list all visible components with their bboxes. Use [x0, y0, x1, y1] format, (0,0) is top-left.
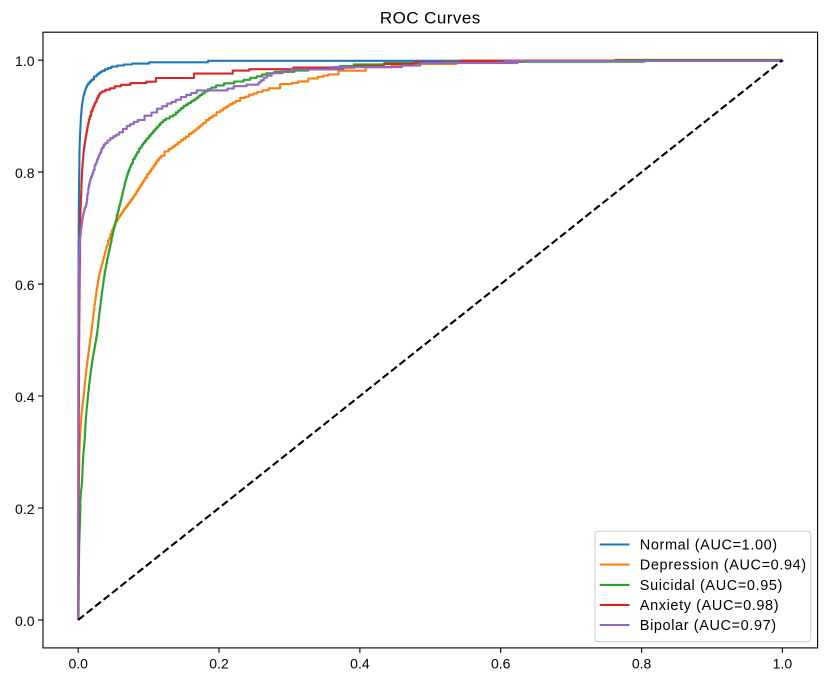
svg-text:0.6: 0.6 — [491, 656, 511, 672]
svg-text:Anxiety (AUC=0.98): Anxiety (AUC=0.98) — [640, 598, 779, 614]
svg-text:0.4: 0.4 — [350, 656, 370, 672]
svg-text:0.6: 0.6 — [15, 277, 35, 293]
svg-text:1.0: 1.0 — [773, 656, 793, 672]
svg-text:Depression (AUC=0.94): Depression (AUC=0.94) — [640, 558, 807, 574]
svg-text:0.8: 0.8 — [632, 656, 652, 672]
svg-text:0.2: 0.2 — [15, 501, 35, 517]
svg-text:ROC Curves: ROC Curves — [380, 9, 481, 28]
svg-text:1.0: 1.0 — [15, 53, 35, 69]
svg-text:0.2: 0.2 — [209, 656, 229, 672]
svg-text:0.8: 0.8 — [15, 165, 35, 181]
svg-text:0.4: 0.4 — [15, 389, 35, 405]
svg-text:Suicidal (AUC=0.95): Suicidal (AUC=0.95) — [640, 578, 783, 594]
svg-text:0.0: 0.0 — [15, 613, 35, 629]
svg-text:Bipolar (AUC=0.97): Bipolar (AUC=0.97) — [640, 618, 777, 634]
svg-text:0.0: 0.0 — [68, 656, 88, 672]
svg-text:Normal (AUC=1.00): Normal (AUC=1.00) — [640, 538, 778, 554]
